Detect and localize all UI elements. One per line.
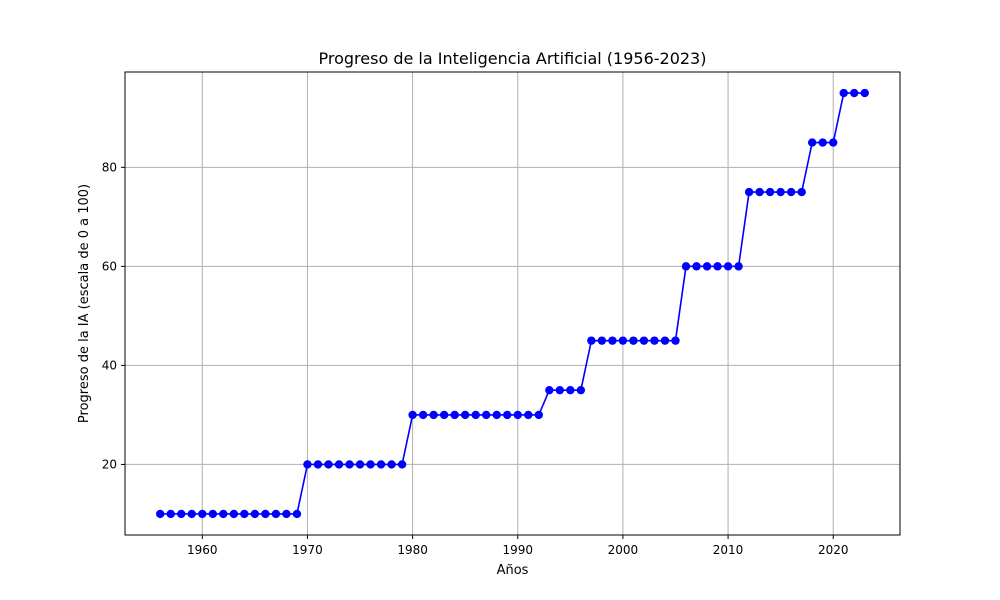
x-tick-label: 2010 — [713, 543, 744, 557]
data-point — [829, 138, 838, 147]
data-point — [650, 336, 659, 345]
data-point — [156, 509, 165, 519]
x-tick-label: 1980 — [397, 543, 428, 557]
data-point — [524, 410, 533, 420]
data-point — [797, 187, 806, 197]
data-point — [450, 410, 459, 420]
data-point — [376, 460, 386, 469]
data-point — [177, 509, 186, 519]
grid — [125, 72, 900, 535]
data-point — [418, 410, 428, 420]
data-point — [776, 187, 785, 197]
data-point — [566, 385, 575, 395]
series-line — [160, 92, 865, 515]
series — [156, 88, 869, 519]
plot-frame — [124, 71, 901, 536]
data-point — [492, 410, 501, 420]
data-point — [786, 187, 796, 197]
data-point — [271, 509, 281, 519]
data-point — [460, 410, 470, 420]
data-point — [723, 262, 733, 271]
data-point — [850, 88, 859, 98]
data-point — [818, 138, 827, 147]
data-point — [618, 336, 628, 345]
data-point — [324, 460, 333, 469]
data-point — [282, 509, 291, 519]
data-point — [744, 187, 754, 197]
chart-title: Progreso de la Inteligencia Artificial (… — [319, 49, 707, 68]
data-point — [734, 262, 743, 271]
data-point — [639, 336, 649, 345]
y-tick-label: 60 — [102, 259, 117, 273]
data-point — [503, 410, 512, 420]
data-point — [681, 262, 691, 271]
data-point — [292, 509, 302, 519]
data-point — [208, 509, 218, 519]
data-point — [219, 509, 228, 519]
data-point — [355, 460, 365, 469]
data-point — [513, 410, 522, 420]
data-point — [597, 336, 607, 345]
data-point — [534, 410, 543, 420]
data-point — [397, 460, 407, 469]
x-tick-label: 2020 — [818, 543, 849, 557]
data-point — [576, 385, 586, 395]
data-point — [334, 460, 344, 469]
y-tick-label: 40 — [102, 358, 117, 372]
data-point — [860, 88, 869, 98]
data-point — [660, 336, 670, 345]
data-point — [671, 336, 680, 345]
data-point — [198, 509, 207, 519]
data-point — [366, 460, 375, 469]
data-point — [313, 460, 323, 469]
data-point — [765, 187, 775, 197]
data-point — [545, 385, 554, 395]
y-axis-label: Progreso de la IA (escala de 0 a 100) — [77, 184, 92, 423]
data-point — [555, 385, 565, 395]
data-point — [839, 88, 848, 98]
data-point — [629, 336, 638, 345]
data-point — [429, 410, 438, 420]
data-point — [240, 509, 249, 519]
y-tick-label: 20 — [102, 457, 117, 471]
data-point — [439, 410, 449, 420]
x-tick-label: 1990 — [502, 543, 533, 557]
data-point — [608, 336, 617, 345]
x-tick-label: 2000 — [608, 543, 639, 557]
x-tick-label: 1970 — [292, 543, 323, 557]
data-point — [250, 509, 260, 519]
data-point — [229, 509, 239, 519]
data-point — [587, 336, 596, 345]
data-point — [345, 460, 354, 469]
y-tick-label: 80 — [102, 160, 117, 174]
data-point — [261, 509, 270, 519]
data-point — [807, 138, 817, 147]
data-point — [702, 262, 712, 271]
data-point — [692, 262, 701, 271]
data-point — [482, 410, 491, 420]
data-point — [471, 410, 480, 420]
data-point — [166, 509, 175, 519]
data-point — [187, 509, 196, 519]
data-point — [755, 187, 764, 197]
data-point — [408, 410, 417, 420]
x-tick-label: 1960 — [187, 543, 218, 557]
data-point — [713, 262, 722, 271]
data-point — [303, 460, 312, 469]
x-axis-label: Años — [497, 563, 529, 578]
data-point — [387, 460, 396, 469]
